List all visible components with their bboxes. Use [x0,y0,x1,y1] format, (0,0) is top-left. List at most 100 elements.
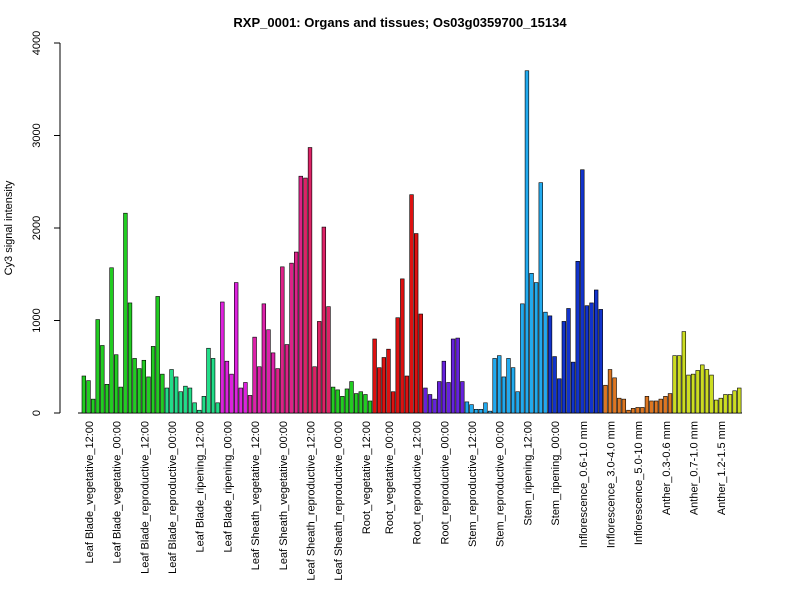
bar [197,409,202,414]
bar [317,321,322,414]
bar [252,336,257,414]
bar [580,169,585,414]
bar [612,377,617,414]
bar [649,400,654,414]
bar [607,369,613,414]
bar [206,347,211,414]
bar [695,370,700,414]
bar [381,357,387,414]
bar [118,386,123,414]
bar [372,338,377,414]
bar [474,408,479,414]
x-tick-label: Leaf Sheath_reproductive_00:00 [333,421,345,581]
bar [414,233,419,414]
bar [686,374,691,414]
bar [270,352,276,414]
bar [704,369,710,414]
bar [640,407,645,414]
x-tick-label: Leaf Sheath_vegetative_12:00 [250,421,262,570]
bar [437,381,442,414]
bar [169,369,174,414]
bar [307,147,313,414]
bar [732,390,737,414]
x-tick-label: Leaf Blade_reproductive_00:00 [167,421,179,574]
bar [570,361,576,414]
bar [132,358,137,414]
x-tick-label: Inflorescence_0.6-1.0 mm [578,421,590,548]
bar [146,376,151,414]
bar [220,301,225,414]
bar [81,375,87,414]
bar [100,345,105,414]
x-tick-label: Anther_1.2-1.5 mm [716,421,728,515]
bar [123,212,128,414]
bar [423,387,428,414]
bar [566,308,571,414]
bar [178,391,183,414]
bar [700,364,705,414]
bar [630,408,636,414]
x-tick-label: Leaf Blade_ripening_12:00 [195,421,207,553]
bar [617,397,622,414]
bar [215,402,220,414]
chart-title: RXP_0001: Organs and tissues; Os03g03597… [233,15,567,30]
x-tick-label: Stem_reproductive_12:00 [467,421,479,547]
x-tick-label: Stem_reproductive_00:00 [495,421,507,547]
bar [506,358,511,414]
bar [464,401,470,414]
bar [534,282,539,414]
bar [575,260,580,414]
bar [677,355,682,414]
bar [492,358,497,414]
bar [538,182,543,414]
bar [621,398,627,414]
bar [584,305,590,414]
x-tick-labels: Leaf Blade_vegetative_12:00 Leaf Blade_ve… [84,421,728,581]
bar [432,398,437,414]
x-tick-label: Stem_ripening_00:00 [550,421,562,526]
bar [654,400,659,414]
bar [520,303,525,414]
bar [174,376,179,414]
bar [469,404,474,414]
bar [224,360,230,414]
bar [141,359,147,414]
bar [635,407,640,414]
x-tick-label: Leaf Blade_reproductive_12:00 [139,421,151,574]
bar [390,391,396,414]
bar [501,376,507,414]
bar [330,386,336,414]
x-tick-label: Root_reproductive_00:00 [439,421,451,545]
bar [321,226,327,414]
bar [690,373,696,414]
bar [552,356,557,414]
y-tick-label: 4000 [31,31,43,55]
bar [86,380,91,414]
bar [257,366,262,414]
bar [229,373,234,414]
bar [418,313,423,414]
bar [358,391,363,414]
bar [367,400,373,414]
bar [386,348,391,414]
bar [524,70,530,414]
x-tick-label: Leaf Sheath_reproductive_12:00 [305,421,317,581]
bar [598,309,603,414]
bar [515,391,520,414]
bar [427,394,433,414]
bar [718,397,723,414]
bar [723,394,728,414]
bar [303,177,308,414]
bar [460,381,465,414]
bar [714,399,719,414]
bar [243,382,248,414]
x-tick-label: Leaf Blade_vegetative_12:00 [84,421,96,564]
x-tick-label: Root_reproductive_12:00 [412,421,424,545]
y-tick-label: 2000 [31,216,43,240]
bar [150,346,156,414]
bar [589,302,594,414]
bar [557,378,562,414]
bars-group [81,70,742,414]
bar [446,382,451,414]
